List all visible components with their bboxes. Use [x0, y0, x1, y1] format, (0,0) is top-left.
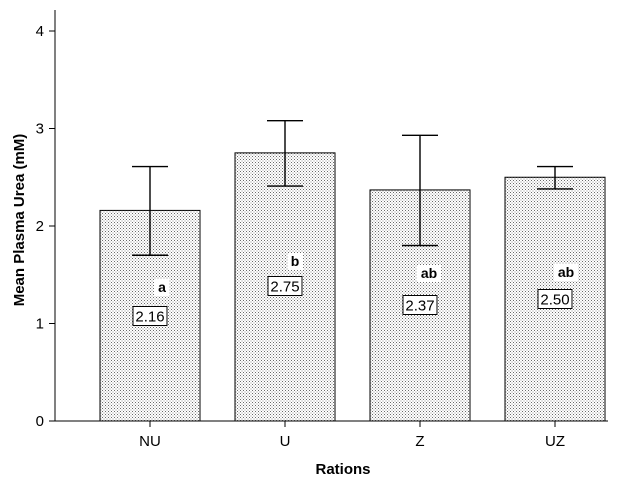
x-tick-label: Z: [415, 433, 424, 450]
error-bar-u: [267, 119, 303, 187]
error-bars: [132, 119, 573, 256]
x-ticks: NU U Z UZ: [139, 421, 565, 450]
bars: [99, 152, 606, 422]
data-label-box: [537, 289, 573, 309]
error-bar-nu: [132, 165, 168, 256]
significance-letter-bg: [154, 279, 170, 296]
y-axis-title: Mean Plasma Urea (mM): [11, 134, 28, 307]
y-ticks: 0 1 2 3 4: [36, 23, 55, 430]
x-tick-label: U: [280, 433, 291, 450]
y-tick-label: 2: [36, 218, 44, 235]
data-label: 2.37: [405, 298, 434, 315]
y-tick-label: 1: [36, 316, 44, 333]
significance-letter-bg: [417, 265, 441, 282]
data-label: 2.16: [135, 309, 164, 326]
y-tick-label: 3: [36, 121, 44, 138]
data-label-box: [402, 295, 438, 315]
significance-letter-bg: [554, 264, 578, 281]
significance-letter-bg: [287, 253, 303, 270]
significance-letter: b: [291, 253, 300, 269]
x-tick-label: UZ: [545, 433, 565, 450]
data-label-box: [267, 276, 303, 296]
data-label-box: [132, 306, 168, 326]
error-bar-uz: [537, 165, 573, 190]
y-tick-label: 4: [36, 23, 44, 40]
data-label: 2.50: [540, 292, 569, 309]
significance-letter: ab: [558, 264, 574, 280]
error-bar-z: [402, 134, 438, 247]
data-label: 2.75: [270, 279, 299, 296]
significance-letter: ab: [421, 265, 437, 281]
x-axis-title: Rations: [315, 461, 370, 478]
data-labels: 2.16 a 2.75 b 2.37 ab 2.50 ab: [132, 253, 578, 326]
significance-letter: a: [158, 279, 166, 295]
y-tick-label: 0: [36, 413, 44, 430]
x-tick-label: NU: [139, 433, 161, 450]
